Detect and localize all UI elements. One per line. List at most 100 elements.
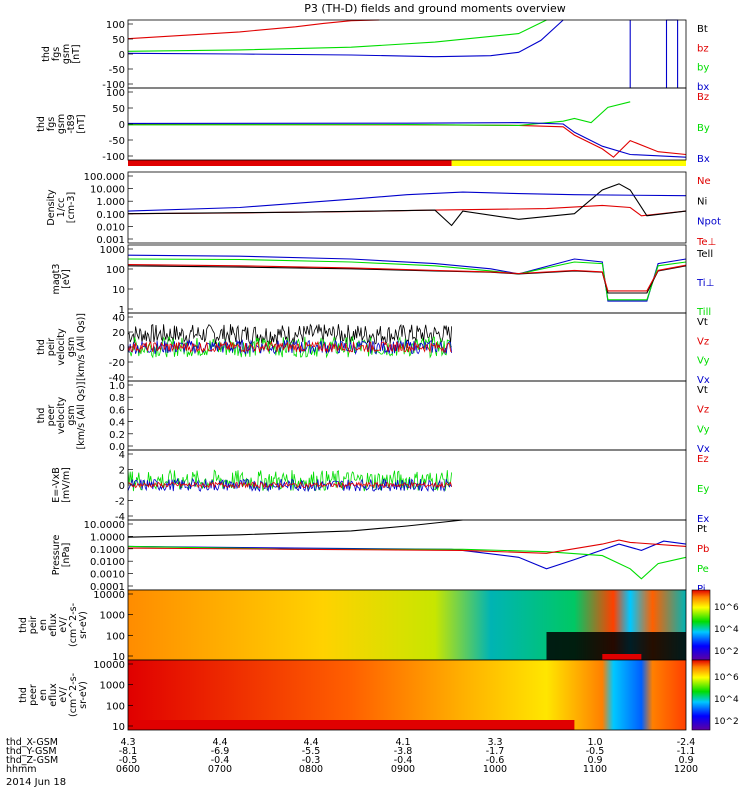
series-line-bx — [127, 19, 564, 58]
legend-label: Bz — [697, 92, 709, 103]
legend-label: Ni — [697, 196, 707, 207]
panel-frame — [127, 244, 687, 314]
y-tick-label: 0.0100 — [90, 557, 125, 568]
panel-peir_en: 10^6 10^4 10^2 10000 1000 100 10 thdpeireneflux… — [18, 589, 739, 663]
panel-peer_en: 10^6 10^4 10^2 10000 1000 100 10 thdpeereneflux… — [18, 659, 739, 733]
series-line-Till — [127, 258, 687, 301]
legend-label: bx — [697, 82, 709, 93]
ephemeris-value: 1000 — [483, 764, 507, 775]
y-tick-label: 10 — [112, 722, 125, 733]
ephemeris-value: 4.4 — [303, 737, 318, 748]
y-tick-label: 10000 — [93, 660, 125, 671]
y-axis-label: Pressure[nPa] — [51, 535, 72, 576]
legend-label: Vt — [697, 385, 708, 396]
date-label: 2014 Jun 18 — [6, 777, 66, 788]
ephemeris-value: -0.6 — [486, 755, 505, 766]
ephemeris-value: 3.3 — [487, 737, 502, 748]
spectrogram-low-energy-band — [128, 720, 575, 730]
panels: 100500-50-100thdfgsgsm[nT]Btbzbybx100500… — [18, 19, 739, 733]
ephemeris-value: 0.9 — [678, 755, 693, 766]
legend-label: Ez — [697, 454, 709, 465]
y-tick-label: -40 — [109, 373, 125, 384]
series-line-Pe — [127, 545, 687, 580]
y-tick-label: 1.0 — [109, 381, 125, 392]
legend-label: bz — [697, 43, 709, 54]
ephemeris-value: -0.4 — [211, 755, 230, 766]
ephemeris-value: 1100 — [583, 764, 607, 775]
series-line-Bt — [127, 19, 380, 40]
ephemeris-value: 0800 — [299, 764, 323, 775]
panel-fgs_dsl: 100 50 0 -50 -100 thdfgsgsm-t89[nT] Bz By Bx — [36, 87, 710, 166]
panel-peer: 1.00.80.6 0.40.20.0 thdpeervelocitygsm[km/… — [36, 380, 710, 455]
legend-label: Vx — [697, 444, 710, 455]
y-tick-label: 1 — [119, 305, 125, 316]
y-tick-label: 0 — [119, 120, 125, 131]
y-tick-label: 1000 — [100, 681, 125, 692]
y-tick-label: 0 — [119, 481, 125, 492]
ephemeris-value: 0700 — [208, 764, 232, 775]
y-tick-label: 100 — [106, 88, 125, 99]
y-axis-label: thdpeerenefluxeV/(cm^2-s-sr-eV) — [18, 673, 89, 717]
panel-frame — [127, 659, 687, 731]
panel-magt3: 1000 100 10 1 magt3[eV] Tell Ti⊥ Till — [51, 244, 714, 318]
y-tick-label: 1.000 — [96, 197, 125, 208]
ephemeris-row-label: thd_Z-GSM — [6, 755, 58, 766]
y-tick-label: 2 — [119, 466, 125, 477]
y-tick-label: 10 — [112, 652, 125, 663]
ephemeris-value: -8.1 — [119, 746, 138, 757]
ephemeris-value: -5.5 — [302, 746, 321, 757]
noise-trace-blue — [127, 477, 452, 493]
ephemeris-row-label: thd_X-GSM — [6, 737, 58, 748]
ephemeris-value: 4.4 — [212, 737, 227, 748]
colorbar-tick-label: 10^2 — [714, 647, 739, 657]
ephemeris-value: 4.1 — [395, 737, 410, 748]
ephemeris-value: -1.1 — [677, 746, 696, 757]
y-tick-label: 50 — [112, 104, 125, 115]
series-line-Te⊥ — [127, 264, 687, 292]
y-tick-label: -100 — [102, 80, 125, 91]
legend-label: Vz — [697, 336, 709, 347]
y-axis-label: Density1/cc[cm-3] — [46, 189, 77, 225]
panel-density: 100.000 10.0001.000 0.1000.010 0.001 Density… — [46, 171, 721, 248]
y-tick-label: 1000 — [100, 245, 125, 256]
legend-label: Pe — [697, 564, 709, 575]
legend-label: Npot — [697, 217, 721, 228]
legend-label: Tell — [696, 249, 713, 260]
colorbar — [691, 659, 711, 731]
y-tick-label: 100 — [106, 20, 125, 31]
ephemeris-value: -6.9 — [211, 746, 230, 757]
noise-trace-red — [127, 481, 452, 489]
y-tick-label: 100 — [106, 701, 125, 712]
y-tick-label: 20 — [112, 328, 125, 339]
legend-label: by — [697, 63, 709, 74]
legend-label: Vz — [697, 405, 709, 416]
ephemeris-value: -0.3 — [302, 755, 321, 766]
legend-label: Ti⊥ — [696, 278, 714, 289]
y-tick-label: 0 — [119, 343, 125, 354]
y-tick-label: 10.000 — [90, 185, 125, 196]
y-tick-label: 100.000 — [84, 172, 125, 183]
y-tick-label: 1000 — [100, 611, 125, 622]
y-axis-label: thdfgsgsm[nT] — [41, 44, 82, 64]
y-tick-label: -50 — [109, 65, 125, 76]
ephemeris-value: 1200 — [674, 764, 698, 775]
y-axis-label: magt3[eV] — [51, 264, 72, 295]
y-tick-label: 10000 — [93, 590, 125, 601]
y-tick-label: -4 — [115, 512, 125, 523]
ephemeris-value: -0.4 — [394, 755, 413, 766]
y-tick-label: 0.1000 — [90, 545, 125, 556]
y-tick-label: 40 — [112, 313, 125, 324]
ephemeris-value: 0600 — [116, 764, 140, 775]
y-axis-label: thdpeirenefluxeV/(cm^2-s-sr-eV) — [18, 603, 89, 647]
legend-label: Vx — [697, 375, 710, 386]
y-tick-label: 0.2 — [109, 430, 125, 441]
colorbar-tick-label: 10^4 — [714, 625, 739, 635]
ephemeris-value: 0900 — [391, 764, 415, 775]
y-tick-label: -100 — [102, 152, 125, 163]
legend-label: Bt — [697, 24, 708, 35]
legend-label: Pt — [697, 524, 707, 535]
panel-frame — [127, 519, 687, 591]
